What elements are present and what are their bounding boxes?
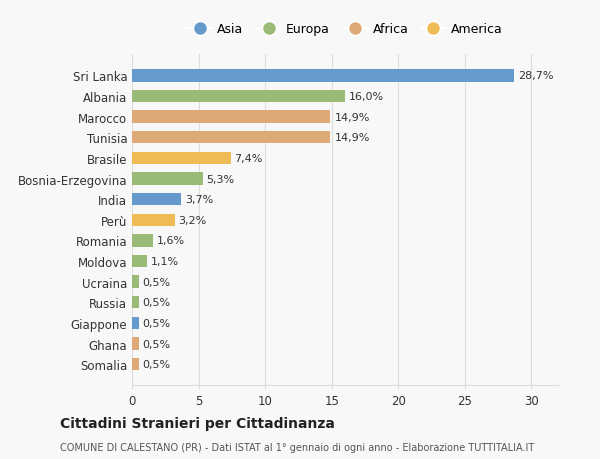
Text: 3,2%: 3,2% (179, 215, 207, 225)
Bar (132, 276, 139, 288)
Text: 28,7%: 28,7% (518, 71, 554, 81)
Bar (132, 255, 146, 268)
Bar (132, 132, 331, 144)
Bar (132, 235, 154, 247)
Bar (132, 297, 139, 309)
Text: 14,9%: 14,9% (334, 133, 370, 143)
Text: 0,5%: 0,5% (143, 297, 171, 308)
Text: COMUNE DI CALESTANO (PR) - Dati ISTAT al 1° gennaio di ogni anno - Elaborazione : COMUNE DI CALESTANO (PR) - Dati ISTAT al… (60, 442, 534, 452)
Bar (132, 173, 203, 185)
Bar (132, 111, 331, 123)
Text: 5,3%: 5,3% (206, 174, 235, 184)
Bar (132, 194, 181, 206)
Text: 1,1%: 1,1% (151, 257, 179, 267)
Bar (132, 152, 230, 165)
Bar (132, 91, 345, 103)
Text: 0,5%: 0,5% (143, 339, 171, 349)
Bar (132, 214, 175, 226)
Text: 0,5%: 0,5% (143, 318, 171, 328)
Text: 3,7%: 3,7% (185, 195, 214, 205)
Bar (132, 338, 139, 350)
Text: 1,6%: 1,6% (157, 236, 185, 246)
Text: 16,0%: 16,0% (349, 92, 384, 102)
Text: Cittadini Stranieri per Cittadinanza: Cittadini Stranieri per Cittadinanza (60, 416, 335, 430)
Legend: Asia, Europa, Africa, America: Asia, Europa, Africa, America (182, 18, 508, 41)
Bar (132, 70, 514, 83)
Text: 0,5%: 0,5% (143, 359, 171, 369)
Text: 14,9%: 14,9% (334, 112, 370, 123)
Text: 7,4%: 7,4% (235, 154, 263, 163)
Bar (132, 317, 139, 330)
Text: 0,5%: 0,5% (143, 277, 171, 287)
Bar (132, 358, 139, 370)
